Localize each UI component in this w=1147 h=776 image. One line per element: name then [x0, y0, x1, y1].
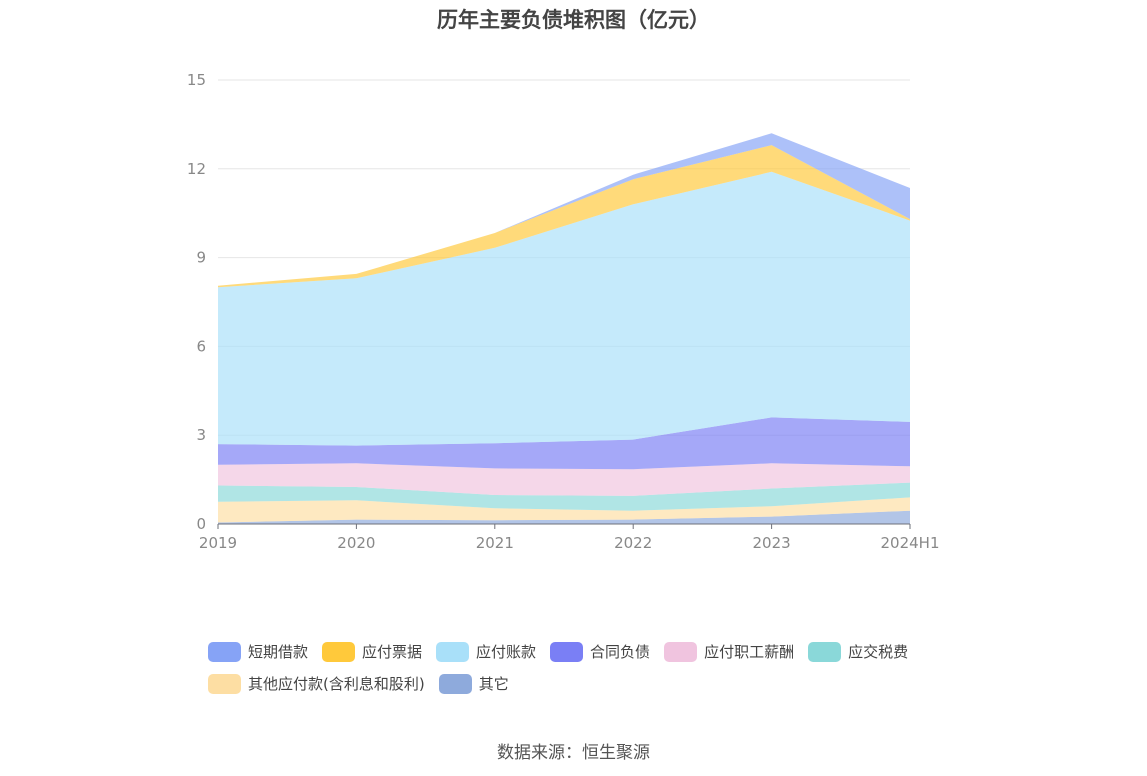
legend-row: 其他应付款(含利息和股利) 其它 [208, 672, 968, 695]
chart-title: 历年主要负债堆积图（亿元） [437, 8, 710, 32]
legend-item[interactable]: 合同负债 [550, 641, 650, 662]
legend-label: 应交税费 [848, 643, 909, 661]
legend-label: 应付职工薪酬 [704, 643, 795, 661]
legend-swatch [550, 641, 584, 662]
stacked-area-chart: 0 3 6 9 12 15 2019 2020 2021 2022 2023 2024H1 [187, 71, 940, 552]
legend-swatch [322, 641, 356, 662]
legend-swatch [438, 673, 472, 694]
area-series [218, 497, 910, 523]
y-tick-label: 9 [196, 249, 206, 267]
legend-swatch [664, 641, 698, 662]
y-tick-label: 6 [196, 337, 206, 355]
legend-label: 短期借款 [248, 643, 309, 661]
legend-swatch [436, 641, 470, 662]
legend-item[interactable]: 应付职工薪酬 [664, 641, 794, 662]
legend-swatch [808, 641, 842, 662]
legend-row: 短期借款 应付票据 应付账款 合同负债 应付职工薪酬 应交税费 [208, 640, 968, 663]
legend-item[interactable]: 应交税费 [808, 641, 908, 662]
area-series [218, 510, 910, 524]
x-tick-label: 2021 [476, 534, 514, 552]
area-series [218, 482, 910, 511]
area-series [218, 171, 910, 446]
legend: 短期借款 应付票据 应付账款 合同负债 应付职工薪酬 应交税费 其他应付款(含利息和股利)… [208, 640, 968, 704]
x-tick-label: 2022 [614, 534, 652, 552]
x-tick-label: 2019 [199, 534, 237, 552]
area-series [218, 463, 910, 496]
legend-item[interactable]: 其他应付款(含利息和股利) [208, 673, 425, 694]
area-series [218, 417, 910, 470]
y-tick-label: 3 [196, 426, 206, 444]
legend-label: 应付票据 [362, 643, 423, 661]
area-series [218, 145, 910, 288]
x-tick-label: 2023 [753, 534, 791, 552]
legend-label: 应付账款 [476, 643, 537, 661]
y-tick-label: 15 [187, 71, 206, 89]
x-tick-label: 2024H1 [881, 534, 940, 552]
x-tick-label: 2020 [337, 534, 375, 552]
legend-label: 合同负债 [590, 643, 651, 661]
y-tick-label: 12 [187, 160, 206, 178]
y-tick-label: 0 [196, 515, 206, 533]
legend-swatch [208, 673, 241, 694]
legend-label: 其它 [478, 675, 509, 693]
data-source: 数据来源：恒生聚源 [497, 743, 650, 763]
legend-item[interactable]: 短期借款 [208, 641, 308, 662]
legend-label: 其他应付款(含利息和股利) [248, 675, 425, 693]
legend-swatch [208, 641, 241, 662]
legend-item[interactable]: 应付账款 [436, 641, 536, 662]
legend-item[interactable]: 其它 [438, 673, 509, 694]
legend-item[interactable]: 应付票据 [322, 641, 422, 662]
